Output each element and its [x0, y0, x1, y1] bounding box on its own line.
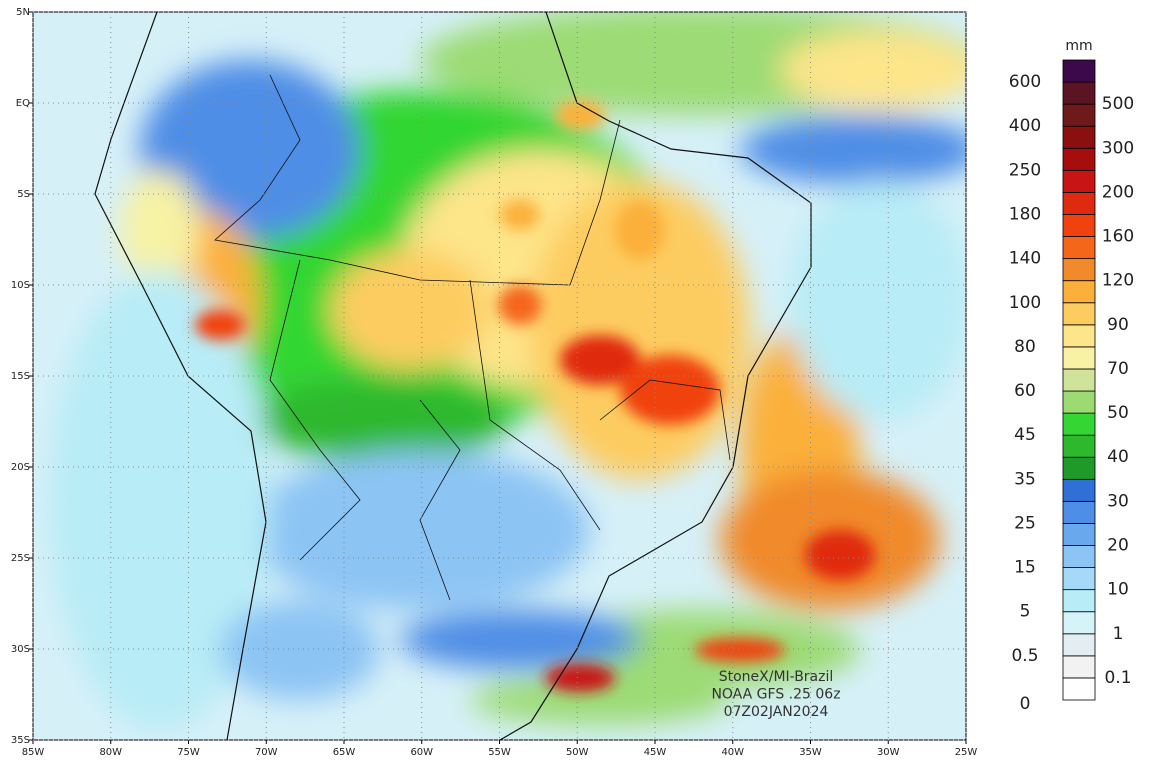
colorbar-bin [1062, 192, 1096, 215]
colorbar-bin [1062, 478, 1096, 502]
colorbar-bin [1062, 368, 1096, 392]
colorbar-bin [1062, 677, 1096, 701]
colorbar-label: 5 [1020, 602, 1031, 622]
colorbar-label: 50 [1107, 403, 1129, 423]
colorbar-label: 1 [1113, 624, 1124, 644]
colorbar-bin [1062, 390, 1096, 414]
colorbar-bin [1062, 589, 1096, 613]
lon-tick-label: 85W [22, 747, 45, 758]
lon-tick-label: 75W [177, 747, 200, 758]
colorbar-bin [1062, 434, 1096, 458]
colorbar-bin [1062, 523, 1096, 546]
lon-tick-label: 25W [955, 747, 978, 758]
colorbar-label: 35 [1014, 469, 1036, 489]
colorbar-label: 60 [1014, 381, 1036, 401]
colorbar-label: 15 [1014, 558, 1036, 578]
colorbar-bin [1062, 567, 1096, 591]
colorbar-label: 45 [1014, 425, 1036, 445]
colorbar-label: 300 [1102, 138, 1134, 158]
lat-tick-label: 5S [17, 189, 30, 200]
lon-tick-label: 40W [721, 747, 744, 758]
lon-tick-label: 35W [799, 747, 822, 758]
lon-tick-label: 30W [877, 747, 900, 758]
colorbar-label: 120 [1102, 271, 1134, 291]
colorbar-label: 600 [1009, 72, 1041, 92]
colorbar-label: 140 [1009, 249, 1041, 269]
lon-tick-label: 70W [255, 747, 278, 758]
colorbar-bin [1062, 147, 1096, 171]
lon-tick-label: 80W [99, 747, 122, 758]
colorbar-bin [1062, 103, 1096, 127]
lon-tick-label: 60W [410, 747, 433, 758]
lat-tick-label: 15S [11, 371, 30, 382]
colorbar-label: 250 [1009, 160, 1041, 180]
lat-tick-label: 25S [11, 553, 30, 564]
colorbar-label: 160 [1102, 227, 1134, 247]
colorbar-bin [1062, 236, 1096, 260]
lat-tick-label: EQ [16, 98, 30, 109]
colorbar-bin [1062, 545, 1096, 568]
colorbar-label: 0.1 [1104, 668, 1131, 688]
colorbar-bin [1062, 280, 1096, 304]
colorbar-unit: mm [1065, 38, 1092, 54]
colorbar-bin [1062, 611, 1096, 635]
colorbar-label: 0.5 [1011, 646, 1038, 666]
colorbar-bin [1062, 346, 1096, 370]
lat-tick-label: 30S [11, 644, 30, 655]
lon-tick-label: 45W [644, 747, 667, 758]
precip-field [33, 12, 966, 740]
credit: StoneX/MI-Brazil NOAA GFS .25 06z07Z02JAN… [711, 669, 840, 720]
colorbar-label: 90 [1107, 315, 1129, 335]
colorbar-bin [1062, 456, 1096, 480]
colorbar-bin [1062, 125, 1096, 149]
colorbar-bin [1062, 81, 1096, 105]
colorbar-label: 0 [1020, 694, 1031, 714]
credit-line: 07Z02JAN2024 [724, 704, 829, 720]
colorbar-label: 30 [1107, 491, 1129, 511]
colorbar-label: 80 [1014, 337, 1036, 357]
colorbar-bin [1062, 169, 1096, 193]
lon-tick-label: 50W [566, 747, 589, 758]
colorbar-label: 200 [1102, 182, 1134, 202]
colorbar-bin [1062, 302, 1096, 326]
colorbar-bin [1062, 258, 1096, 282]
colorbar-bin [1062, 324, 1096, 348]
colorbar-bin [1062, 59, 1096, 83]
lat-tick-label: 10S [11, 280, 30, 291]
colorbar-label: 40 [1107, 447, 1129, 467]
colorbar-bin [1062, 214, 1096, 237]
colorbar-label: 20 [1107, 536, 1129, 556]
colorbar-bin [1062, 412, 1096, 436]
colorbar-label: 100 [1009, 293, 1041, 313]
colorbar-bin [1062, 655, 1096, 679]
colorbar-label: 180 [1009, 204, 1041, 224]
credit-line: NOAA GFS .25 06z [711, 687, 840, 703]
lon-tick-label: 65W [333, 747, 356, 758]
lat-tick-label: 5N [16, 7, 30, 18]
colorbar-bin [1062, 500, 1096, 524]
lat-tick-label: 20S [11, 462, 30, 473]
colorbar-label: 70 [1107, 359, 1129, 379]
colorbar-label: 500 [1102, 94, 1134, 114]
lon-tick-label: 55W [488, 747, 511, 758]
colorbar-bin [1062, 633, 1096, 657]
colorbar-label: 400 [1009, 116, 1041, 136]
colorbar-label: 25 [1014, 513, 1036, 533]
credit-line: StoneX/MI-Brazil [719, 669, 834, 685]
colorbar-label: 10 [1107, 580, 1129, 600]
lat-tick-label: 35S [11, 735, 30, 746]
